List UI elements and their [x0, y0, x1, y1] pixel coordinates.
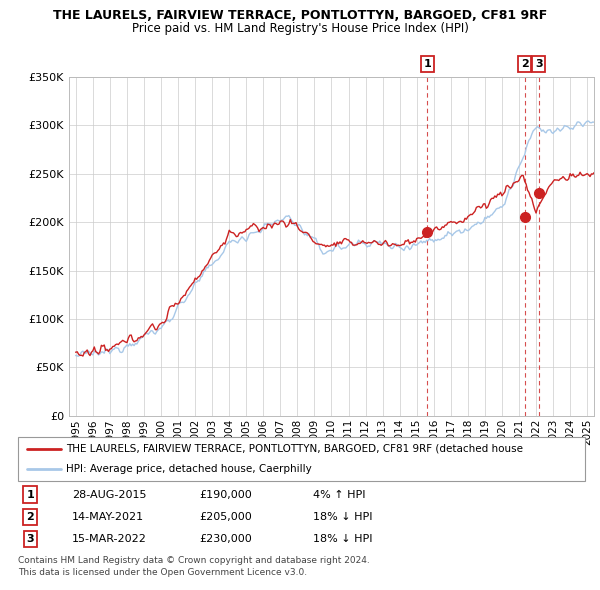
Text: 2: 2	[26, 512, 34, 522]
Text: 18% ↓ HPI: 18% ↓ HPI	[313, 512, 373, 522]
Text: £230,000: £230,000	[199, 534, 252, 544]
Text: THE LAURELS, FAIRVIEW TERRACE, PONTLOTTYN, BARGOED, CF81 9RF: THE LAURELS, FAIRVIEW TERRACE, PONTLOTTY…	[53, 9, 547, 22]
Text: 2: 2	[521, 59, 529, 69]
Text: 4% ↑ HPI: 4% ↑ HPI	[313, 490, 365, 500]
Text: HPI: Average price, detached house, Caerphilly: HPI: Average price, detached house, Caer…	[66, 464, 312, 474]
Text: Price paid vs. HM Land Registry's House Price Index (HPI): Price paid vs. HM Land Registry's House …	[131, 22, 469, 35]
Text: 28-AUG-2015: 28-AUG-2015	[72, 490, 146, 500]
Text: £190,000: £190,000	[199, 490, 252, 500]
Text: 3: 3	[535, 59, 543, 69]
Text: 3: 3	[26, 534, 34, 544]
Text: This data is licensed under the Open Government Licence v3.0.: This data is licensed under the Open Gov…	[18, 568, 307, 576]
Text: THE LAURELS, FAIRVIEW TERRACE, PONTLOTTYN, BARGOED, CF81 9RF (detached house: THE LAURELS, FAIRVIEW TERRACE, PONTLOTTY…	[66, 444, 523, 454]
Text: Contains HM Land Registry data © Crown copyright and database right 2024.: Contains HM Land Registry data © Crown c…	[18, 556, 370, 565]
Text: £205,000: £205,000	[199, 512, 252, 522]
Text: 1: 1	[26, 490, 34, 500]
Text: 18% ↓ HPI: 18% ↓ HPI	[313, 534, 373, 544]
Text: 15-MAR-2022: 15-MAR-2022	[72, 534, 147, 544]
Text: 14-MAY-2021: 14-MAY-2021	[72, 512, 144, 522]
Text: 1: 1	[424, 59, 431, 69]
